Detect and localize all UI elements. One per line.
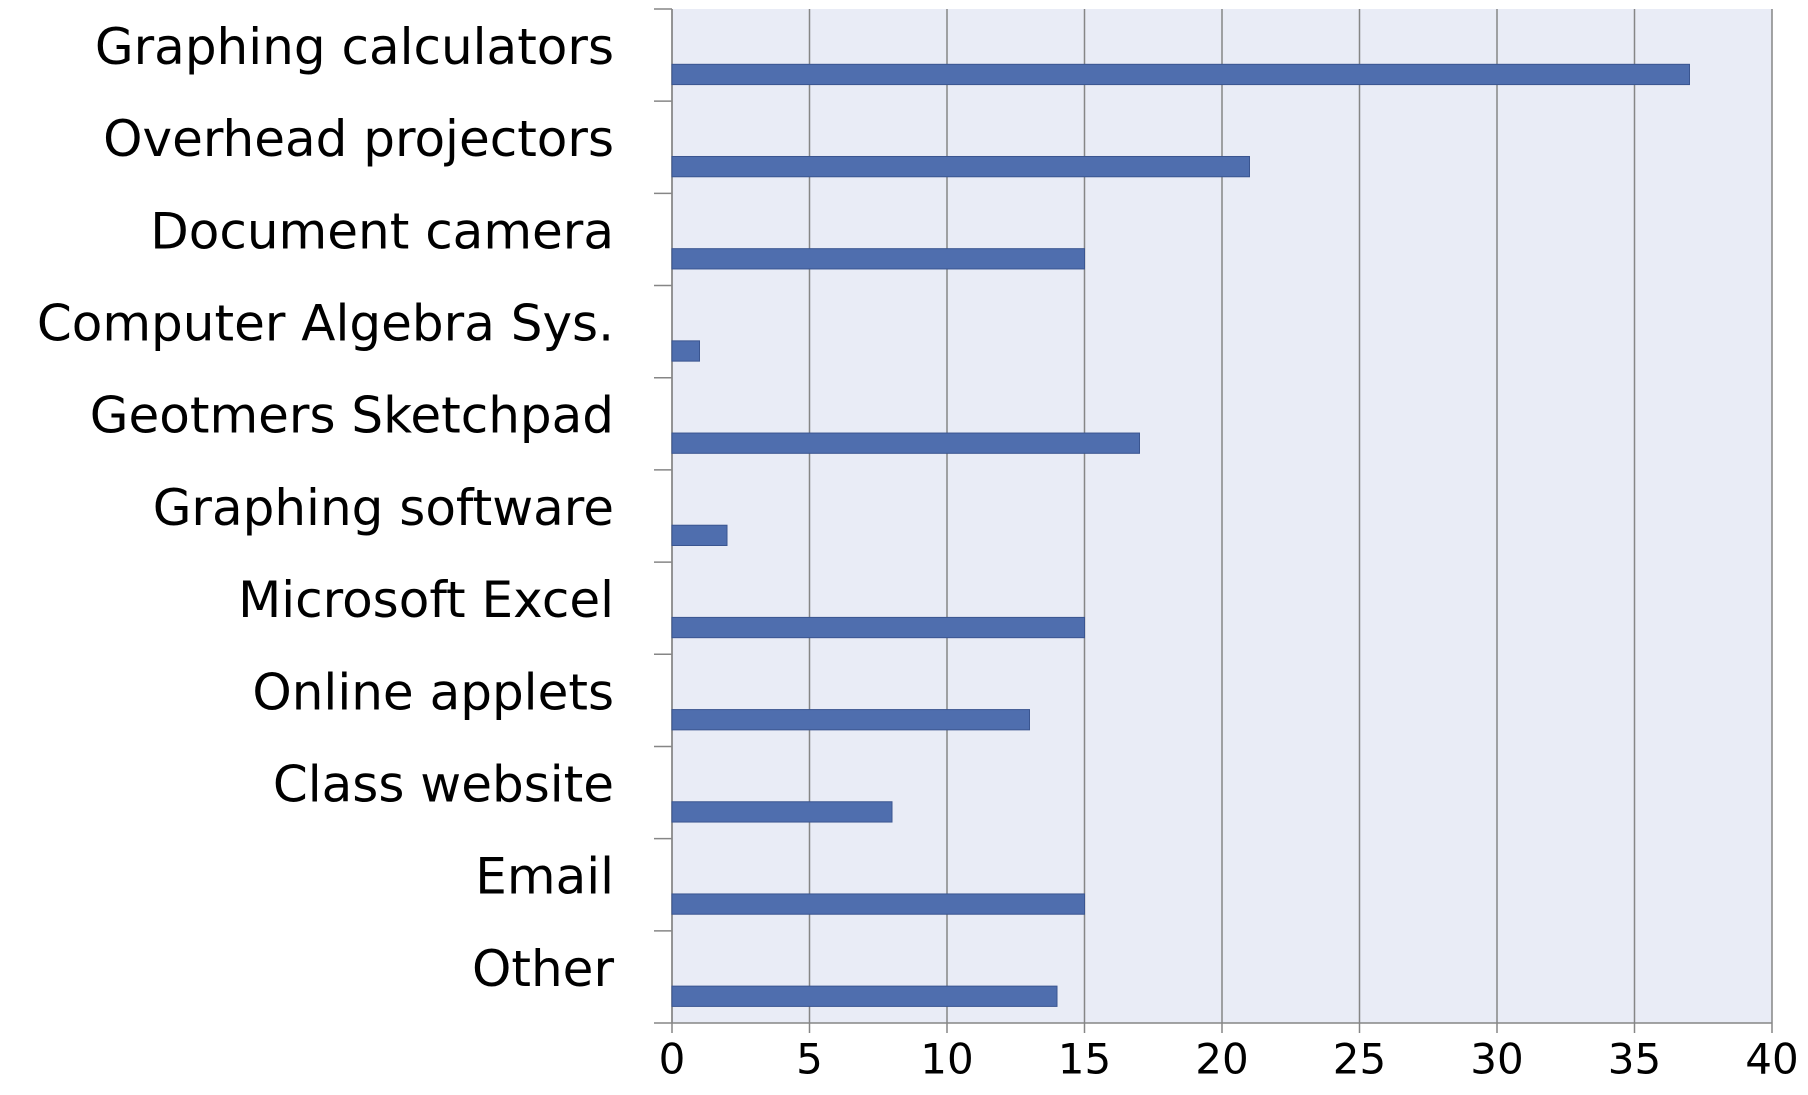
x-tick-label: 5 (796, 1035, 823, 1084)
y-tick-label: Document camera (150, 202, 614, 260)
bar (671, 709, 1030, 731)
x-tick-label: 40 (1745, 1035, 1798, 1084)
bar (671, 801, 893, 823)
y-tick-label: Graphing software (153, 479, 614, 537)
x-tick-label: 25 (1333, 1035, 1386, 1084)
bar (671, 248, 1085, 270)
y-tick-label: Overhead projectors (103, 110, 614, 168)
y-tick-label: Class website (273, 755, 614, 813)
y-tick-label: Online applets (252, 663, 614, 721)
bar (671, 893, 1085, 915)
bar (671, 616, 1085, 639)
x-tick-label: 10 (920, 1035, 973, 1084)
x-tick-label: 35 (1608, 1035, 1661, 1084)
x-tick-label: 0 (659, 1035, 686, 1084)
y-tick-label: Microsoft Excel (238, 571, 614, 629)
y-tick-label: Computer Algebra Sys. (37, 295, 614, 353)
x-tick-label: 15 (1058, 1035, 1111, 1084)
bar (671, 63, 1690, 86)
y-tick-label: Email (475, 848, 614, 906)
x-tick-label: 20 (1195, 1035, 1248, 1084)
bar (671, 340, 700, 362)
bar (671, 524, 728, 546)
y-tick-label: Other (472, 940, 614, 998)
y-tick-label: Geotmers Sketchpad (90, 387, 614, 445)
bar (671, 985, 1058, 1007)
bar (671, 432, 1140, 454)
x-tick-label: 30 (1470, 1035, 1523, 1084)
bar (671, 155, 1250, 178)
y-tick-label: Graphing calculators (95, 18, 614, 76)
